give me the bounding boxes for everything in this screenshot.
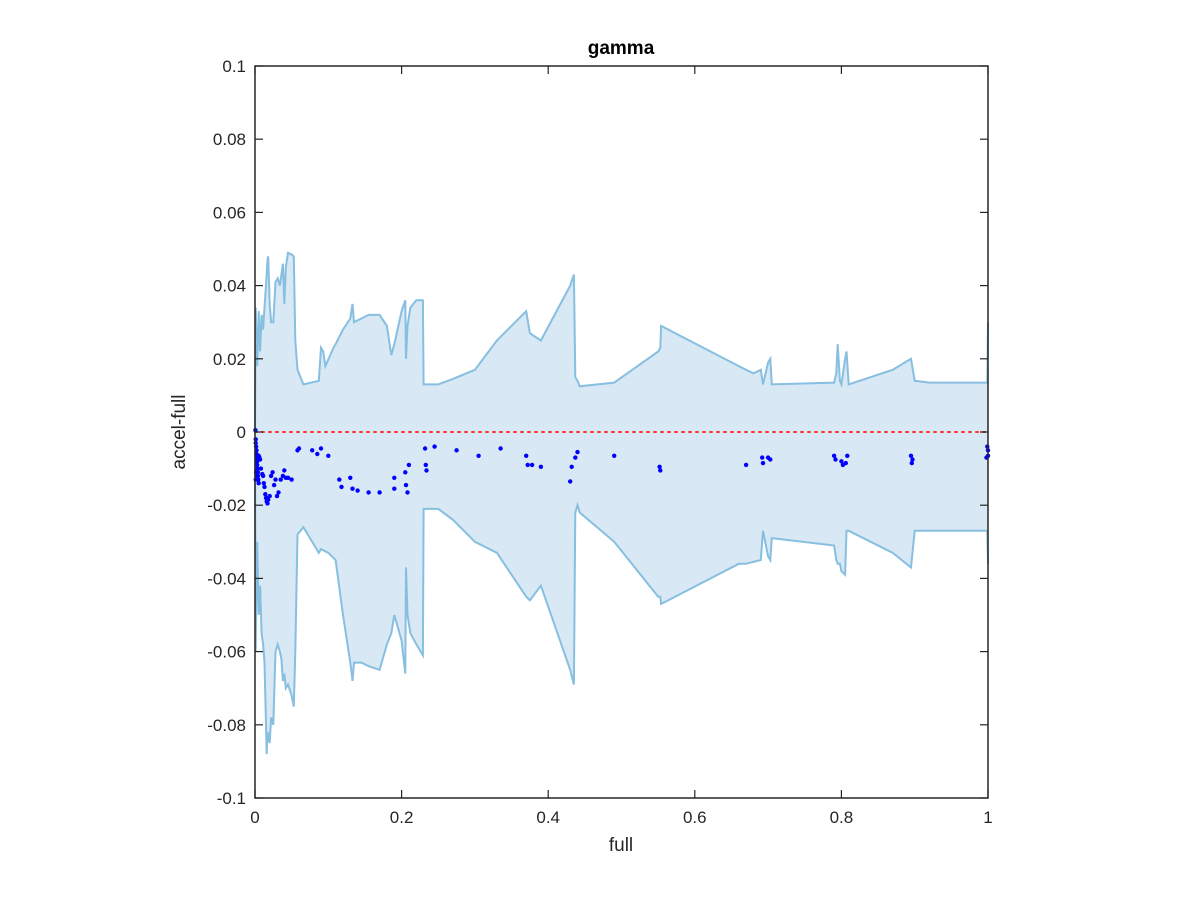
data-point-71 bbox=[525, 462, 530, 468]
data-point-31 bbox=[267, 493, 272, 499]
data-point-73 bbox=[538, 464, 544, 469]
data-point-50 bbox=[337, 477, 342, 482]
data-point-79 bbox=[657, 464, 662, 469]
data-point-35 bbox=[273, 477, 278, 482]
data-point-78 bbox=[612, 453, 617, 458]
data-point-94 bbox=[910, 457, 915, 462]
data-point-75 bbox=[569, 464, 574, 469]
data-point-77 bbox=[575, 449, 580, 455]
data-point-46 bbox=[310, 448, 315, 453]
data-point-24 bbox=[261, 481, 266, 486]
x-tick-label-5: 1 bbox=[983, 808, 992, 827]
y-tick-label-10: 0.1 bbox=[222, 57, 246, 76]
data-point-69 bbox=[498, 446, 503, 451]
band-lower-edge bbox=[254, 450, 989, 755]
data-point-92 bbox=[908, 453, 914, 458]
y-tick-label-1: -0.08 bbox=[207, 716, 246, 735]
data-point-34 bbox=[271, 482, 277, 488]
data-point-43 bbox=[289, 477, 294, 482]
data-point-29 bbox=[265, 501, 270, 506]
scatter-points bbox=[253, 428, 991, 506]
y-tick-label-9: 0.08 bbox=[213, 130, 246, 149]
data-point-45 bbox=[296, 446, 302, 451]
x-tick-label-2: 0.4 bbox=[536, 808, 560, 827]
chart-title: gamma bbox=[588, 38, 655, 59]
data-point-53 bbox=[350, 486, 355, 491]
data-point-58 bbox=[392, 486, 397, 491]
data-point-82 bbox=[760, 455, 765, 460]
data-point-26 bbox=[263, 492, 268, 497]
x-axis-label: full bbox=[609, 835, 633, 856]
data-point-42 bbox=[285, 475, 291, 480]
band-fill bbox=[255, 252, 988, 755]
data-point-37 bbox=[276, 490, 281, 495]
data-point-81 bbox=[743, 462, 749, 468]
data-point-56 bbox=[377, 490, 382, 495]
data-point-68 bbox=[476, 453, 481, 458]
data-point-21 bbox=[258, 466, 264, 471]
y-tick-label-2: -0.06 bbox=[207, 643, 246, 662]
data-point-51 bbox=[339, 484, 344, 490]
y-tick-label-5: 0 bbox=[237, 423, 246, 442]
data-point-63 bbox=[422, 446, 428, 451]
data-point-90 bbox=[843, 460, 848, 466]
data-point-60 bbox=[403, 482, 409, 488]
y-axis-label: accel-full bbox=[169, 395, 190, 470]
data-point-52 bbox=[348, 475, 353, 480]
data-point-40 bbox=[282, 468, 287, 473]
tick-marks bbox=[254, 65, 989, 799]
y-tick-label-8: 0.06 bbox=[213, 203, 246, 222]
data-point-8 bbox=[255, 462, 260, 468]
y-tick-label-3: -0.04 bbox=[207, 569, 246, 588]
data-point-74 bbox=[568, 479, 573, 484]
data-point-38 bbox=[278, 477, 283, 482]
x-tick-label-4: 0.8 bbox=[830, 808, 854, 827]
x-tick-label-1: 0.2 bbox=[390, 808, 414, 827]
tick-labels: 0 0.2 0.4 0.6 0.8 1 -0.1 -0.08 -0.06 -0.04 -0.02 0 0… bbox=[207, 57, 992, 827]
data-point-67 bbox=[454, 448, 459, 453]
data-point-85 bbox=[768, 457, 773, 462]
data-point-93 bbox=[909, 460, 914, 466]
data-point-66 bbox=[432, 444, 437, 449]
data-point-55 bbox=[366, 490, 371, 495]
data-point-72 bbox=[529, 462, 535, 468]
band-upper-edge bbox=[254, 251, 989, 433]
data-point-17 bbox=[255, 473, 260, 479]
data-point-20 bbox=[257, 457, 263, 462]
data-point-49 bbox=[326, 453, 331, 458]
data-point-36 bbox=[274, 493, 280, 499]
data-point-87 bbox=[833, 457, 838, 462]
data-point-33 bbox=[270, 470, 275, 475]
y-tick-label-7: 0.04 bbox=[213, 277, 246, 296]
data-point-88 bbox=[839, 459, 844, 464]
data-point-30 bbox=[266, 497, 271, 502]
data-point-65 bbox=[424, 468, 429, 473]
data-point-70 bbox=[524, 453, 529, 458]
data-point-47 bbox=[315, 451, 320, 457]
data-point-57 bbox=[392, 475, 397, 480]
data-point-48 bbox=[318, 446, 324, 451]
data-point-23 bbox=[260, 473, 266, 479]
data-point-91 bbox=[845, 453, 850, 458]
data-point-25 bbox=[262, 484, 267, 490]
y-tick-label-0: -0.1 bbox=[217, 789, 246, 808]
data-point-59 bbox=[403, 470, 408, 475]
data-point-61 bbox=[405, 490, 410, 495]
y-tick-label-6: 0.02 bbox=[213, 350, 246, 369]
data-point-32 bbox=[268, 473, 274, 479]
x-tick-label-0: 0 bbox=[250, 808, 259, 827]
x-tick-label-3: 0.6 bbox=[683, 808, 707, 827]
data-point-13 bbox=[256, 481, 261, 486]
data-point-86 bbox=[831, 453, 837, 458]
confidence-band bbox=[254, 251, 989, 755]
data-point-80 bbox=[658, 468, 663, 473]
data-point-62 bbox=[406, 462, 412, 468]
y-tick-label-4: -0.02 bbox=[207, 496, 246, 515]
data-point-54 bbox=[355, 488, 360, 493]
data-point-76 bbox=[573, 455, 578, 460]
data-point-83 bbox=[760, 460, 766, 466]
data-point-64 bbox=[423, 462, 428, 468]
